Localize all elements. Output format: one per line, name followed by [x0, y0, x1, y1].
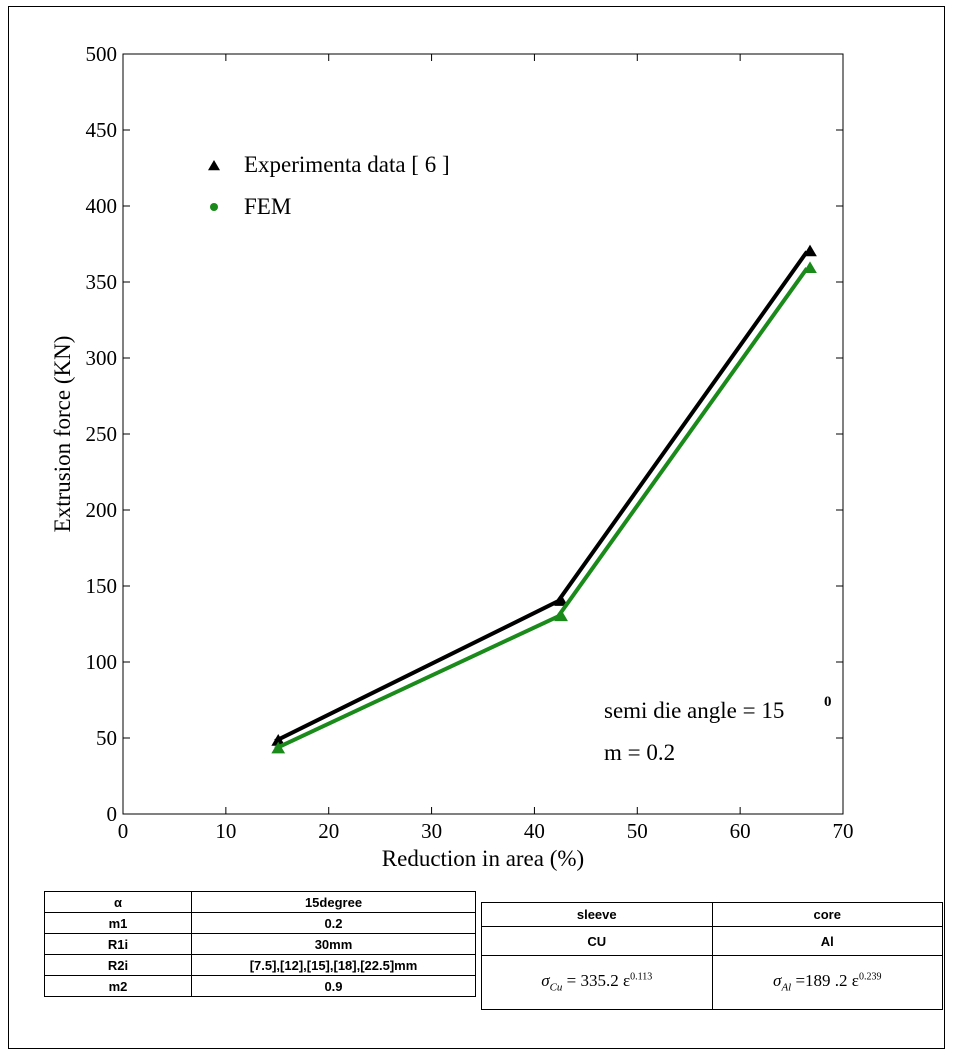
material-sleeve: CU [481, 926, 713, 956]
annotation-angle-degree: 0 [824, 694, 832, 710]
chart: 0 10 20 30 40 50 60 70 0 50 100 150 200 250 300 350 400 4… [50, 42, 854, 871]
annotation-angle: semi die angle = 15 [604, 698, 784, 723]
legend-marker-triangle [208, 160, 220, 171]
y-tick-label: 400 [86, 194, 118, 218]
annotation-m: m = 0.2 [604, 740, 675, 765]
series-line-experiment [274, 250, 809, 743]
data-point [554, 609, 568, 622]
table-row: R1i 30mm [44, 933, 476, 955]
x-tick-label: 0 [118, 819, 129, 843]
table-row: m2 0.9 [44, 975, 476, 997]
eq-cu-body: = 335.2 ε [562, 971, 631, 991]
equation-cu: σCu = 335.2 ε0.113 [481, 955, 713, 1010]
material-core: Al [711, 926, 943, 956]
param-value: 0.9 [191, 975, 476, 997]
data-point [803, 261, 817, 274]
eq-cu-exp: 0.113 [630, 971, 653, 983]
param-name: m1 [44, 912, 192, 934]
legend-marker-circle [210, 203, 218, 211]
y-tick-label: 350 [86, 270, 118, 294]
table-row: σCu = 335.2 ε0.113 σAl =189 .2 ε0.239 [481, 955, 943, 1010]
material-table: sleeve core CU Al σCu = 335.2 ε0.113 σAl… [481, 902, 943, 1010]
header-core: core [711, 902, 943, 927]
equation-al: σAl =189 .2 ε0.239 [711, 955, 943, 1010]
figure-frame [8, 6, 945, 1049]
y-tick-label: 250 [86, 422, 118, 446]
legend-label: FEM [244, 194, 291, 219]
series-line-fem [274, 267, 809, 751]
y-tick-label: 200 [86, 498, 118, 522]
x-tick-label: 10 [215, 819, 236, 843]
data-point [803, 244, 817, 257]
param-value: 0.2 [191, 912, 476, 934]
y-tick-label: 300 [86, 346, 118, 370]
x-tick-label: 70 [833, 819, 854, 843]
param-value: 15degree [191, 891, 476, 913]
x-tick-label: 30 [421, 819, 442, 843]
header-sleeve: sleeve [481, 902, 713, 927]
x-tick-label: 20 [318, 819, 339, 843]
eq-al-symbol: σ [773, 971, 782, 991]
param-name: R2i [44, 954, 192, 976]
data-point [271, 741, 286, 754]
y-tick-label: 150 [86, 574, 118, 598]
param-value: 30mm [191, 933, 476, 955]
y-tick-label: 0 [107, 802, 118, 826]
x-axis-label: Reduction in area (%) [382, 846, 584, 871]
param-name: R1i [44, 933, 192, 955]
param-value: [7.5],[12],[15],[18],[22.5]mm [191, 954, 476, 976]
table-row: m1 0.2 [44, 912, 476, 934]
x-tick-label: 60 [730, 819, 751, 843]
y-axis-label: Extrusion force (KN) [50, 336, 75, 533]
eq-cu-symbol: σ [541, 971, 550, 991]
eq-al-sub: Al [781, 981, 792, 994]
table-row: CU Al [481, 926, 943, 956]
y-tick-label: 500 [86, 42, 118, 66]
data-point [554, 594, 568, 606]
eq-cu-sub: Cu [549, 981, 563, 994]
y-tick-label: 450 [86, 118, 118, 142]
param-name: m2 [44, 975, 192, 997]
x-tick-label: 50 [627, 819, 648, 843]
param-name: α [44, 891, 192, 913]
y-tick-label: 50 [96, 726, 117, 750]
eq-al-exp: 0.239 [858, 971, 882, 983]
table-row: α 15degree [44, 891, 476, 913]
x-tick-label: 40 [524, 819, 545, 843]
table-row: sleeve core [481, 902, 943, 927]
y-tick-label: 100 [86, 650, 118, 674]
parameter-table: α 15degree m1 0.2 R1i 30mm R2i [7.5],[12],[1… [44, 891, 476, 997]
eq-al-body: =189 .2 ε [791, 971, 859, 991]
table-row: R2i [7.5],[12],[15],[18],[22.5]mm [44, 954, 476, 976]
legend-label: Experimenta data [ 6 ] [244, 152, 450, 177]
